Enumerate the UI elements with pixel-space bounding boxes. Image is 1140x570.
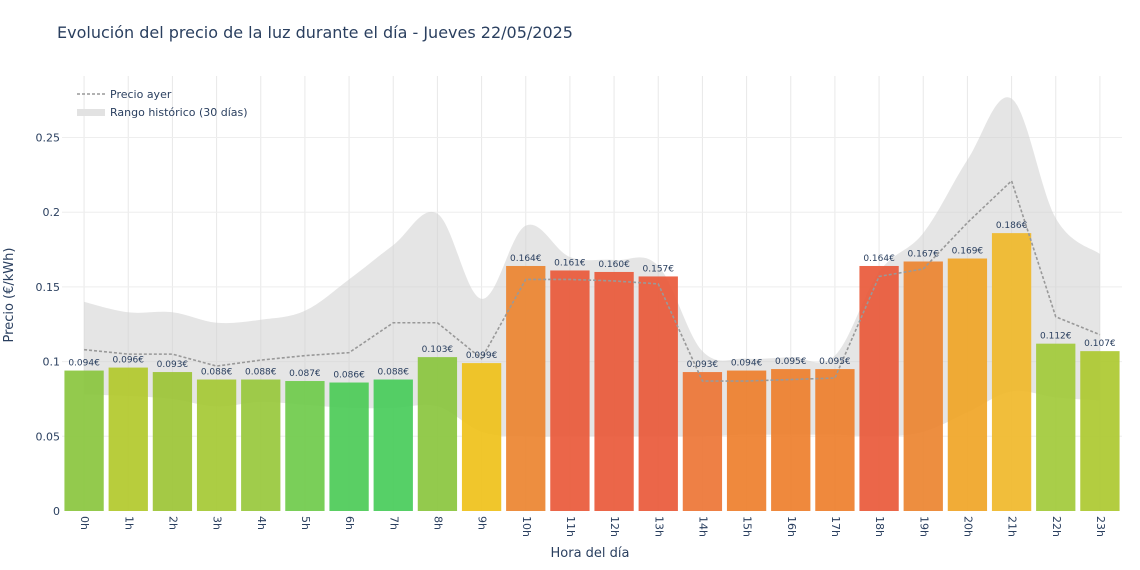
y-tick-label: 0.1 — [43, 356, 61, 369]
price-bar[interactable] — [638, 276, 678, 511]
legend-yesterday-label[interactable]: Precio ayer — [110, 88, 172, 101]
bar-value-label: 0.164€ — [863, 254, 895, 264]
y-tick-label: 0 — [53, 505, 60, 518]
price-bar[interactable] — [417, 357, 458, 511]
chart-title: Evolución del precio de la luz durante e… — [57, 23, 573, 42]
x-tick-label: 4h — [255, 516, 268, 530]
bar-value-label: 0.095€ — [775, 357, 807, 367]
price-bar[interactable] — [241, 379, 281, 511]
price-bar[interactable] — [506, 265, 546, 511]
value-labels-layer: 0.094€ 0.096€ 0.093€ 0.088€ 0.088€ 0.087€ 0.08… — [68, 221, 1116, 380]
price-bar[interactable] — [196, 379, 237, 511]
x-tick-label: 5h — [299, 516, 312, 530]
price-bar[interactable] — [947, 258, 988, 511]
bar-value-label: 0.088€ — [378, 368, 410, 378]
x-tick-label: 2h — [166, 516, 179, 530]
bar-value-label: 0.088€ — [245, 368, 277, 378]
bar-value-label: 0.086€ — [333, 371, 365, 381]
legend-range-swatch — [77, 109, 105, 116]
bar-value-label: 0.161€ — [554, 258, 586, 268]
x-tick-label: 10h — [520, 516, 533, 537]
bar-value-label: 0.096€ — [113, 356, 145, 366]
x-tick-label: 21h — [1006, 516, 1019, 537]
yesterday-price-line — [84, 179, 1101, 382]
legend: Precio ayer Rango histórico (30 días) — [77, 88, 248, 119]
price-bar[interactable] — [859, 265, 899, 511]
price-bar[interactable] — [1036, 343, 1076, 511]
y-tick-label: 0.05 — [36, 430, 61, 443]
bar-value-label: 0.093€ — [157, 360, 189, 370]
price-bar[interactable] — [64, 370, 104, 511]
x-tick-label: 6h — [343, 516, 356, 530]
yesterday-line-layer — [84, 179, 1101, 382]
y-tick-label: 0.25 — [36, 132, 61, 145]
bars-layer — [64, 233, 1120, 511]
bar-value-label: 0.157€ — [643, 264, 675, 274]
price-bar[interactable] — [903, 261, 943, 511]
price-bar[interactable] — [329, 382, 369, 511]
price-bar[interactable] — [108, 367, 148, 511]
price-bar[interactable] — [152, 372, 193, 511]
bar-value-label: 0.094€ — [68, 359, 100, 369]
legend-range-label[interactable]: Rango histórico (30 días) — [110, 106, 248, 119]
x-tick-label: 11h — [564, 516, 577, 537]
bar-value-label: 0.095€ — [819, 357, 851, 367]
bar-value-label: 0.093€ — [687, 360, 719, 370]
x-tick-label: 22h — [1050, 516, 1063, 537]
bar-value-label: 0.094€ — [731, 359, 763, 369]
price-bar[interactable] — [461, 363, 502, 511]
y-tick-label: 0.2 — [43, 206, 61, 219]
bar-value-label: 0.103€ — [422, 345, 454, 355]
x-tick-label: 16h — [785, 516, 798, 537]
bar-value-label: 0.112€ — [1040, 332, 1072, 342]
x-tick-label: 17h — [829, 516, 842, 537]
bar-value-label: 0.087€ — [289, 369, 321, 379]
price-bar[interactable] — [594, 271, 634, 511]
x-tick-label: 7h — [387, 516, 400, 530]
price-bar[interactable] — [1080, 351, 1120, 511]
x-tick-label: 8h — [431, 516, 444, 530]
y-axis-title: Precio (€/kWh) — [2, 248, 17, 343]
bar-value-label: 0.164€ — [510, 254, 542, 264]
x-tick-label: 18h — [873, 516, 886, 537]
bar-value-label: 0.167€ — [908, 250, 940, 260]
price-bar[interactable] — [682, 372, 723, 511]
x-tick-label: 0h — [78, 516, 91, 530]
ticks-layer: 0 0.05 0.1 0.15 0.2 0.25 0h 1h 2h 3h 4h 5h 6h 7h 8h 9h 1… — [36, 132, 1107, 537]
bar-value-label: 0.088€ — [201, 368, 233, 378]
bar-value-label: 0.160€ — [598, 260, 630, 270]
x-axis-title: Hora del día — [551, 546, 630, 561]
bar-value-label: 0.186€ — [996, 221, 1028, 231]
price-bar[interactable] — [285, 381, 325, 511]
price-bar[interactable] — [373, 379, 413, 511]
price-bar[interactable] — [726, 370, 767, 511]
x-tick-label: 13h — [652, 516, 665, 537]
x-tick-label: 9h — [476, 516, 489, 530]
x-tick-label: 23h — [1094, 516, 1107, 537]
x-tick-label: 20h — [961, 516, 974, 537]
price-bar[interactable] — [550, 270, 590, 511]
y-tick-label: 0.15 — [36, 281, 61, 294]
x-tick-label: 15h — [741, 516, 754, 537]
x-tick-label: 3h — [211, 516, 224, 530]
bar-value-label: 0.099€ — [466, 351, 498, 361]
historical-range-layer — [84, 97, 1100, 437]
x-tick-label: 19h — [917, 516, 930, 537]
historical-range-band — [84, 97, 1100, 437]
x-tick-label: 14h — [696, 516, 709, 537]
x-tick-label: 1h — [122, 516, 135, 530]
price-bar[interactable] — [815, 369, 855, 511]
bar-value-label: 0.107€ — [1084, 339, 1116, 349]
x-tick-label: 12h — [608, 516, 621, 537]
price-bar[interactable] — [771, 369, 811, 511]
price-bar[interactable] — [991, 233, 1032, 511]
bar-value-label: 0.169€ — [952, 247, 984, 257]
